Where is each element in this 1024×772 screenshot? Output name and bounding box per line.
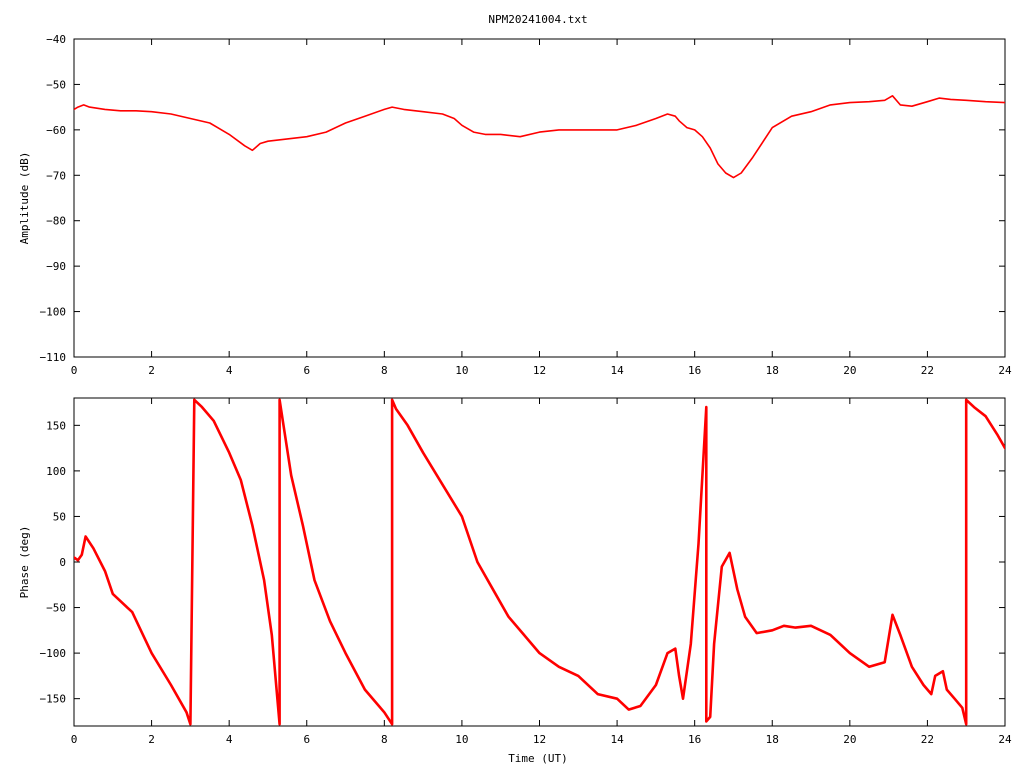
y-axis-label: Amplitude (dB) [18, 152, 31, 245]
y-tick-label: 150 [46, 419, 66, 432]
phase-panel: 0 2 4 6 8 10 12 14 16 18 20 22 24−150−100−5005010015… [18, 397, 1012, 746]
y-tick-label: 50 [53, 510, 66, 523]
x-tick-label: 14 [610, 733, 624, 746]
y-tick-label: −40 [46, 33, 66, 46]
y-tick-label: −50 [46, 78, 66, 91]
chart-title: NPM20241004.txt [488, 13, 587, 26]
y-tick-label: −60 [46, 124, 66, 137]
y-tick-label: −70 [46, 169, 66, 182]
x-tick-label: 14 [610, 364, 624, 377]
y-tick-label: −100 [40, 306, 67, 319]
x-tick-label: 8 [381, 364, 388, 377]
x-tick-label: 20 [843, 733, 856, 746]
y-axis-label: Phase (deg) [18, 526, 31, 599]
x-tick-label: 12 [533, 364, 546, 377]
panels: 0 2 4 6 8 10 12 14 16 18 20 22 24−110−100−90−80−70−6… [18, 33, 1012, 746]
x-tick-label: 20 [843, 364, 856, 377]
x-tick-label: 16 [688, 733, 701, 746]
x-tick-label: 2 [148, 364, 155, 377]
x-tick-label: 4 [226, 733, 233, 746]
x-tick-label: 0 [71, 364, 78, 377]
y-tick-label: −50 [46, 602, 66, 615]
y-tick-label: 100 [46, 465, 66, 478]
x-tick-label: 16 [688, 364, 701, 377]
x-tick-label: 22 [921, 364, 934, 377]
x-tick-label: 24 [998, 733, 1012, 746]
x-tick-label: 18 [766, 733, 779, 746]
y-tick-label: −90 [46, 260, 66, 273]
x-tick-label: 2 [148, 733, 155, 746]
y-tick-label: −100 [40, 647, 67, 660]
x-tick-label: 10 [455, 733, 468, 746]
y-tick-label: −80 [46, 215, 66, 228]
x-tick-label: 24 [998, 364, 1012, 377]
amplitude-panel: 0 2 4 6 8 10 12 14 16 18 20 22 24−110−100−90−80−70−6… [18, 33, 1012, 377]
x-tick-label: 8 [381, 733, 388, 746]
x-tick-label: 6 [303, 733, 310, 746]
data-series-line [74, 95, 1005, 179]
data-series-line [74, 398, 1005, 726]
x-tick-label: 10 [455, 364, 468, 377]
x-tick-label: 18 [766, 364, 779, 377]
x-tick-label: 22 [921, 733, 934, 746]
y-tick-label: 0 [59, 556, 66, 569]
plot-frame [73, 38, 1006, 358]
y-tick-label: −110 [40, 351, 67, 364]
x-tick-label: 0 [71, 733, 78, 746]
x-tick-label: 12 [533, 733, 546, 746]
y-tick-label: −150 [40, 693, 67, 706]
x-axis-label: Time (UT) [508, 752, 568, 765]
x-tick-label: 6 [303, 364, 310, 377]
x-tick-label: 4 [226, 364, 233, 377]
plot-frame [73, 397, 1006, 727]
